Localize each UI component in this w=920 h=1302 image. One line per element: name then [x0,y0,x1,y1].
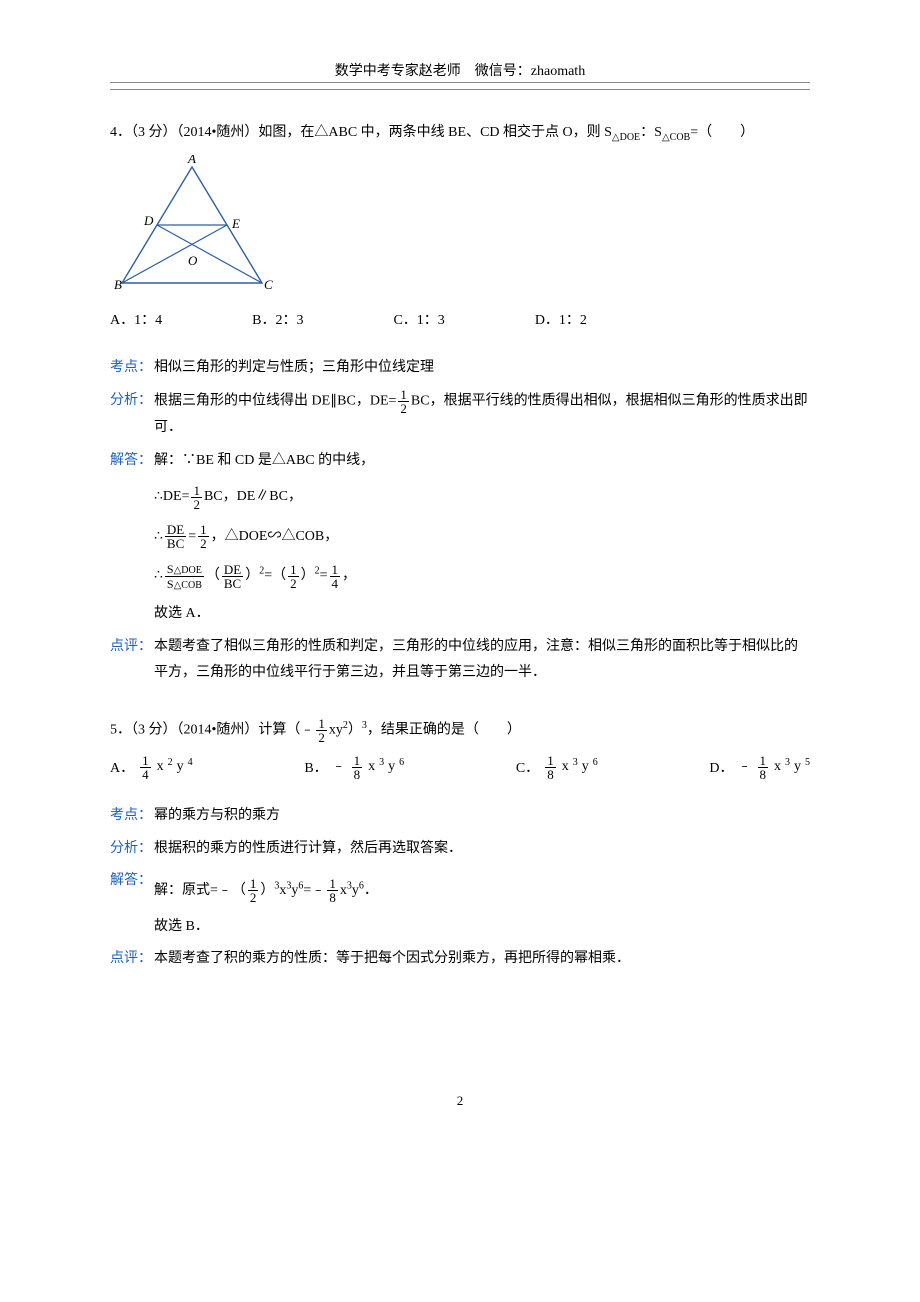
q4-fenxi-pre: 根据三角形的中位线得出 DE∥BC，DE= [154,393,396,408]
dianping-label: 点评： [110,946,154,971]
q5-kaodian-row: 考点： 幂的乘方与积的乘方 [110,803,810,830]
frac-icon: 14 [140,754,151,781]
frac-half-icon: 12 [316,717,327,744]
page: 数学中考专家赵老师 微信号：zhaomath 4．（3 分）（2014•随州）如… [0,0,920,1149]
q4-stem-mid: ：S [640,125,662,140]
frac-DE-BC-icon: DEBC [222,563,243,590]
q4-jieda-line3: ∴DEBC=12，△DOE∽△COB， [154,520,810,554]
q4-option-A[interactable]: A．1：4 [110,308,162,333]
q4-jieda-row: 解答： 解：∵BE 和 CD 是△ABC 的中线， ∴DE=12BC，DE∥BC… [110,448,810,628]
vertex-C: C [264,277,273,292]
q4-option-D[interactable]: D．1：2 [535,308,587,333]
vertex-E: E [231,216,240,231]
q4-option-B[interactable]: B．2：3 [252,308,303,333]
page-number: 2 [110,1093,810,1109]
vertex-O: O [188,253,198,268]
q5-dianping-row: 点评： 本题考查了积的乘方的性质：等于把每个因式分别乘方，再把所得的幂相乘． [110,946,810,973]
q4-jieda-line5: 故选 A． [154,601,810,628]
page-header: 数学中考专家赵老师 微信号：zhaomath [110,60,810,90]
q5-dianping-body: 本题考查了积的乘方的性质：等于把每个因式分别乘方，再把所得的幂相乘． [154,946,810,973]
vertex-D: D [143,213,154,228]
header-text: 数学中考专家赵老师 微信号：zhaomath [110,60,810,83]
q4-jieda-body: 解：∵BE 和 CD 是△ABC 的中线， ∴DE=12BC，DE∥BC， ∴D… [154,448,810,628]
frac-half-icon: 12 [288,563,299,590]
q4-jieda-line4: ∴S△DOES△COB（DEBC）2=（12）2=14， [154,559,810,593]
frac-half-icon: 12 [398,388,409,415]
q4-dianping-row: 点评： 本题考查了相似三角形的性质和判定，三角形的中位线的应用，注意：相似三角形… [110,634,810,687]
q5-options: A． 14x2y4 B． ﹣18x3y6 C． 18x3y6 D． ﹣18x3y… [110,754,810,781]
q4-dianping-body: 本题考查了相似三角形的性质和判定，三角形的中位线的应用，注意：相似三角形的面积比… [154,634,810,687]
q4-jieda-line2: ∴DE=12BC，DE∥BC， [154,480,810,514]
q4-stem-prefix: 4．（3 分）（2014•随州）如图，在△ABC 中，两条中线 BE、CD 相交… [110,125,612,140]
vertex-A: A [187,155,196,166]
q5-jieda-line1: 解：原式=﹣（12）3x3y6=﹣18x3y6． [154,874,810,908]
vertex-B: B [114,277,122,292]
q4-figure: A B C D E O [110,155,810,304]
q4-kaodian-body: 相似三角形的判定与性质；三角形中位线定理 [154,355,810,382]
q5-jieda-row: 解答： 解：原式=﹣（12）3x3y6=﹣18x3y6． 故选 B． [110,868,810,940]
fenxi-label: 分析： [110,388,154,413]
q5-option-A[interactable]: A． 14x2y4 [110,754,193,781]
fenxi-label: 分析： [110,836,154,861]
jieda-label: 解答： [110,448,154,473]
kaodian-label: 考点： [110,355,154,380]
question-4: 4．（3 分）（2014•随州）如图，在△ABC 中，两条中线 BE、CD 相交… [110,120,810,687]
q5-fenxi-body: 根据积的乘方的性质进行计算，然后再选取答案． [154,836,810,863]
q5-option-B[interactable]: B． ﹣18x3y6 [304,754,404,781]
dianping-label: 点评： [110,634,154,659]
q5-jieda-line2: 故选 B． [154,914,810,941]
frac-icon: 12 [191,484,202,511]
q5-kaodian-body: 幂的乘方与积的乘方 [154,803,810,830]
q4-kaodian-row: 考点： 相似三角形的判定与性质；三角形中位线定理 [110,355,810,382]
frac-DE-BC-icon: DEBC [165,523,186,550]
jieda-label: 解答： [110,868,154,893]
q5-fenxi-row: 分析： 根据积的乘方的性质进行计算，然后再选取答案． [110,836,810,863]
frac-quarter-icon: 14 [330,563,341,590]
question-5: 5．（3 分）（2014•随州）计算（﹣12xy2）3，结果正确的是（ ） A．… [110,717,810,973]
q4-jieda-line1: 解：∵BE 和 CD 是△ABC 的中线， [154,448,810,475]
frac-icon: 18 [352,754,363,781]
q5-option-D[interactable]: D． ﹣18x3y5 [709,754,810,781]
frac-eighth-icon: 18 [327,877,338,904]
q5-jieda-body: 解：原式=﹣（12）3x3y6=﹣18x3y6． 故选 B． [154,868,810,940]
frac-S-ratio-icon: S△DOES△COB [165,562,204,591]
q4-option-C[interactable]: C．1：3 [393,308,444,333]
q4-stem-suffix: =（ ） [690,125,754,140]
kaodian-label: 考点： [110,803,154,828]
q5-stem: 5．（3 分）（2014•随州）计算（﹣12xy2）3，结果正确的是（ ） [110,717,810,744]
q4-sub2: △COB [662,132,690,143]
q4-sub1: △DOE [612,132,640,143]
q4-fenxi-body: 根据三角形的中位线得出 DE∥BC，DE=12BC，根据平行线的性质得出相似，根… [154,388,810,442]
frac-half-icon: 12 [248,877,259,904]
frac-icon: 18 [545,754,556,781]
frac-icon: 18 [758,754,769,781]
q4-stem: 4．（3 分）（2014•随州）如图，在△ABC 中，两条中线 BE、CD 相交… [110,120,810,147]
q4-options: A．1：4 B．2：3 C．1：3 D．1：2 [110,308,810,333]
frac-half-icon: 12 [198,523,209,550]
q5-option-C[interactable]: C． 18x3y6 [516,754,598,781]
q4-fenxi-row: 分析： 根据三角形的中位线得出 DE∥BC，DE=12BC，根据平行线的性质得出… [110,388,810,442]
